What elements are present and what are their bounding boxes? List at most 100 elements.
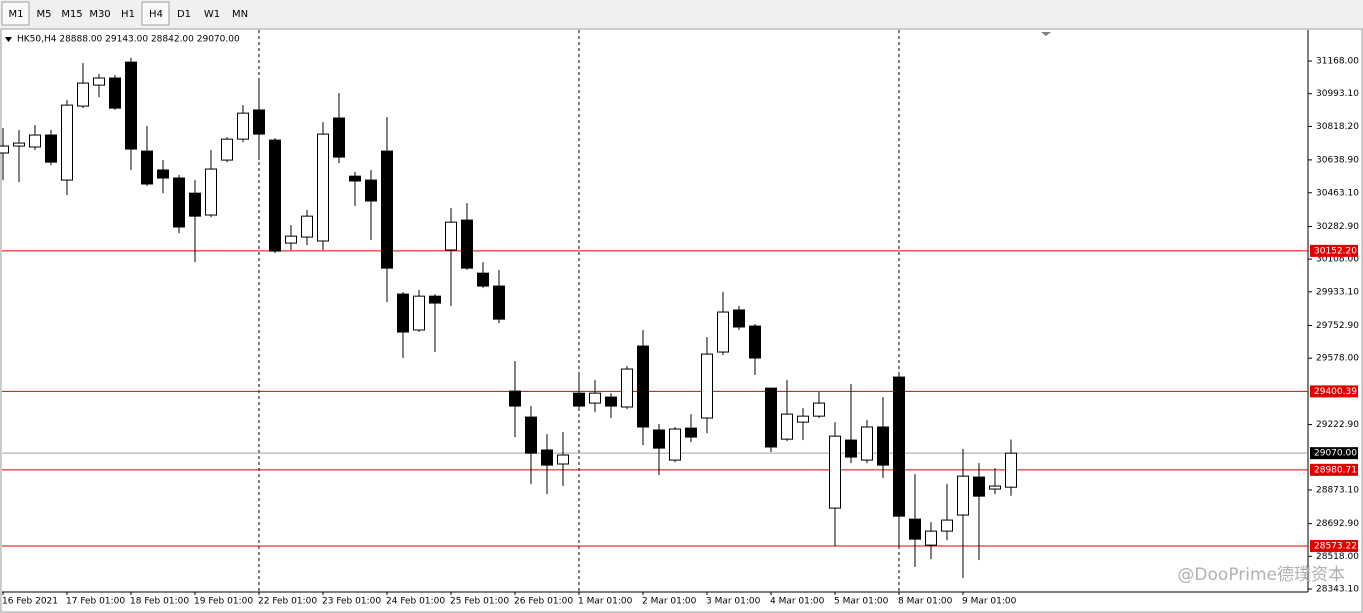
timeframe-button[interactable]: [1, 1, 30, 26]
y-tick-label: 29578.00: [1316, 354, 1359, 364]
candle-body: [461, 219, 473, 269]
price-label: 29400.39: [1314, 387, 1357, 397]
candle-body: [925, 530, 937, 546]
candle-body: [797, 415, 809, 423]
candle-body: [45, 134, 57, 163]
candle-body: [701, 353, 713, 419]
y-tick-label: 28873.10: [1316, 485, 1359, 495]
x-tick-label: 8 Mar 01:00: [898, 597, 953, 607]
x-tick-label: 17 Feb 01:00: [66, 597, 125, 607]
chart-info: HK50,H4 28888.00 29143.00 28842.00 29070…: [17, 35, 240, 45]
price-label-box: [1310, 463, 1358, 476]
price-label-box: [1310, 244, 1358, 257]
shift-marker: [1041, 32, 1051, 36]
candle-body: [621, 368, 633, 408]
x-tick-label: 22 Feb 01:00: [258, 597, 317, 607]
price-label: 29070.00: [1314, 449, 1357, 459]
price-label-box: [1310, 540, 1358, 553]
y-tick-label: 29752.90: [1316, 321, 1359, 331]
candle-body: [253, 109, 265, 135]
timeframe-button[interactable]: [86, 2, 113, 25]
y-tick-label: 28518.00: [1316, 552, 1359, 562]
candle-body: [909, 518, 921, 540]
price-label: 28980.71: [1314, 465, 1357, 475]
candle-body: [749, 325, 761, 359]
candle-body: [173, 177, 185, 228]
x-tick-label: 16 Feb 2021: [2, 597, 58, 607]
timeframe-label[interactable]: H4: [149, 9, 163, 20]
candle-body: [445, 221, 457, 251]
timeframe-button[interactable]: [198, 2, 225, 25]
candle-body: [141, 150, 153, 185]
y-tick-label: 28692.90: [1316, 519, 1359, 529]
candle-body: [205, 168, 217, 216]
candle-body: [365, 179, 377, 202]
timeframe-label[interactable]: W1: [204, 9, 220, 20]
candle-body: [77, 82, 89, 107]
candle-body: [285, 235, 297, 244]
candle-body: [781, 413, 793, 440]
candle-body: [989, 485, 1001, 490]
candle-body: [269, 139, 281, 252]
y-tick-label: 30282.90: [1316, 222, 1359, 232]
timeframe-button[interactable]: [170, 2, 197, 25]
candle-body: [317, 133, 329, 242]
timeframe-button[interactable]: [141, 1, 170, 26]
candle-body: [573, 392, 585, 407]
candle-body: [877, 426, 889, 466]
chart-window: [0, 28, 1363, 613]
timeframe-label[interactable]: H1: [121, 9, 135, 20]
timeframe-label[interactable]: M1: [9, 9, 24, 20]
price-label: 28573.22: [1314, 542, 1357, 552]
candle-body: [61, 104, 73, 181]
candle-body: [29, 134, 41, 148]
watermark: @DooPrime德璞资本: [1177, 565, 1345, 585]
candle-body: [477, 272, 489, 287]
timeframe-label[interactable]: MN: [232, 9, 248, 20]
candle-body: [0, 145, 9, 154]
y-tick-label: 31168.00: [1316, 57, 1359, 67]
candle-body: [525, 416, 537, 454]
candle-body: [941, 519, 953, 532]
timeframe-label[interactable]: M30: [89, 9, 110, 20]
candle-body: [349, 175, 361, 182]
x-tick-label: 3 Mar 01:00: [706, 597, 761, 607]
candle-body: [637, 345, 649, 428]
candle-body: [381, 150, 393, 269]
timeframe-label[interactable]: D1: [177, 9, 191, 20]
y-tick-label: 29222.90: [1316, 420, 1359, 430]
x-tick-label: 18 Feb 01:00: [130, 597, 189, 607]
candle-body: [685, 427, 697, 438]
candle-body: [13, 142, 25, 147]
timeframe-button[interactable]: [58, 2, 85, 25]
candle-body: [733, 309, 745, 328]
timeframe-button[interactable]: [30, 2, 57, 25]
candle-body: [157, 169, 169, 179]
x-tick-label: 1 Mar 01:00: [578, 597, 633, 607]
timeframe-label[interactable]: M15: [61, 9, 82, 20]
candle-body: [669, 428, 681, 461]
y-tick-label: 30993.10: [1316, 89, 1359, 99]
candle-body: [813, 402, 825, 417]
candle-body: [221, 138, 233, 161]
y-tick-label: 30638.90: [1316, 155, 1359, 165]
timeframe-label[interactable]: M5: [37, 9, 52, 20]
candle-body: [1005, 452, 1017, 488]
x-tick-label: 23 Feb 01:00: [322, 597, 381, 607]
candle-body: [301, 215, 313, 238]
x-tick-label: 25 Feb 01:00: [450, 597, 509, 607]
candle-body: [589, 392, 601, 404]
timeframe-button[interactable]: [114, 2, 141, 25]
timeframe-button[interactable]: [226, 2, 253, 25]
price-label-box: [1310, 385, 1358, 398]
candle-body: [93, 77, 105, 86]
candle-body: [397, 293, 409, 333]
x-tick-label: 26 Feb 01:00: [514, 597, 573, 607]
candle-body: [845, 439, 857, 458]
candle-body: [605, 396, 617, 407]
price-label: 30152.20: [1314, 246, 1357, 256]
candle-body: [893, 376, 905, 517]
candle-body: [429, 295, 441, 304]
